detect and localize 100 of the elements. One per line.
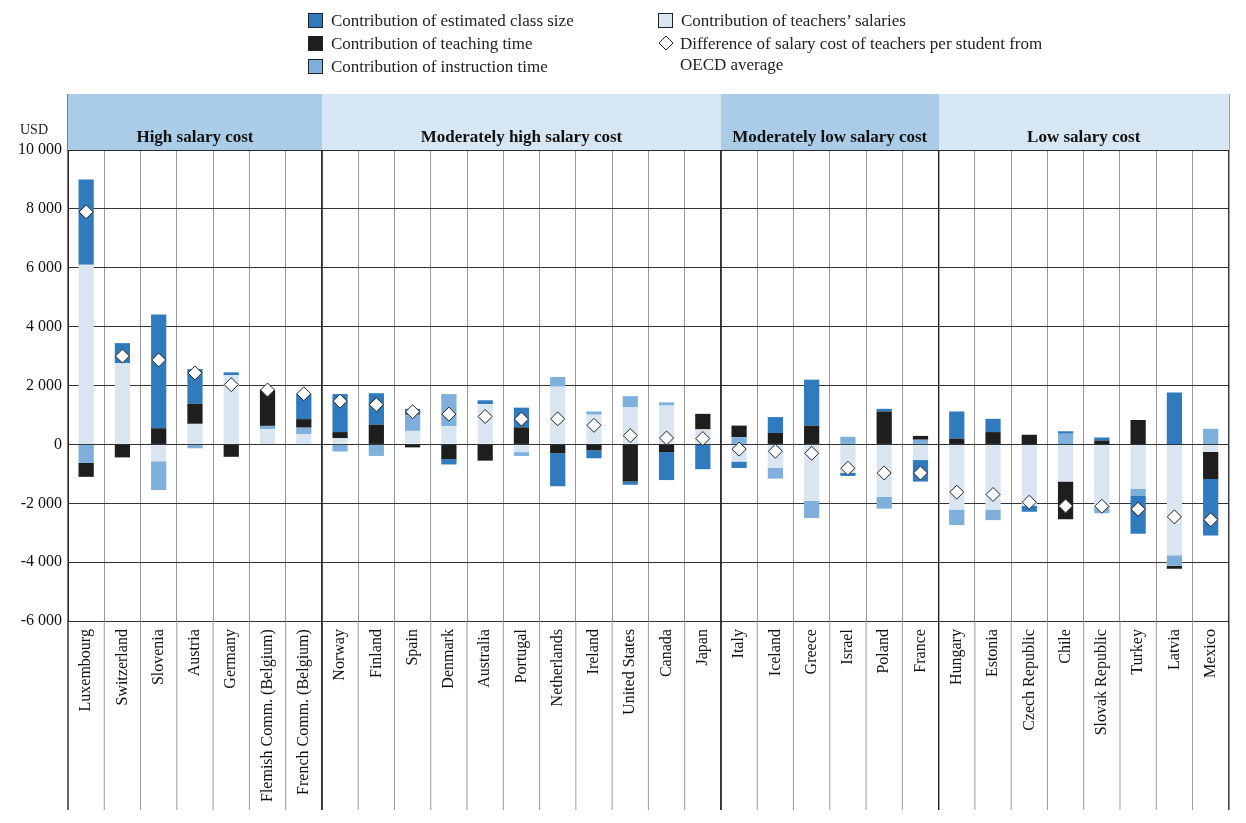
x-tick-label: Germany <box>221 629 240 689</box>
bar <box>223 372 239 376</box>
point <box>332 393 348 409</box>
bar <box>586 444 602 451</box>
bar <box>513 452 530 456</box>
bar <box>658 402 675 406</box>
bar <box>332 438 348 444</box>
legend-label: Contribution of estimated class size <box>331 10 574 31</box>
bar <box>658 452 675 481</box>
bar <box>622 444 638 482</box>
point <box>187 365 203 381</box>
y-tick-label: 10 000 <box>18 140 62 158</box>
bar <box>1057 444 1074 482</box>
point <box>985 487 1001 502</box>
bar <box>259 429 276 444</box>
bar <box>804 500 820 519</box>
point <box>114 348 130 364</box>
y-tick-label: 6 000 <box>26 257 62 275</box>
bar <box>876 496 892 509</box>
bar <box>912 439 929 444</box>
bar <box>912 435 929 440</box>
point <box>550 411 566 427</box>
point <box>260 382 276 398</box>
text: High salary cost <box>136 127 254 146</box>
point <box>949 484 965 500</box>
bar <box>695 413 711 430</box>
bar <box>731 437 747 444</box>
bar <box>949 509 965 526</box>
bar <box>151 314 167 429</box>
bar <box>151 444 167 462</box>
bar <box>985 509 1001 521</box>
point <box>477 408 493 424</box>
bar <box>405 430 421 444</box>
bar <box>441 459 457 465</box>
y-tick-label: 0 <box>54 434 62 452</box>
point <box>659 430 675 446</box>
bar <box>477 400 493 405</box>
x-tick-label: Finland <box>366 629 384 678</box>
x-tick-label: Netherlands <box>547 629 565 707</box>
x-tick-label: Chile <box>1055 629 1073 664</box>
bar <box>550 377 566 387</box>
bar <box>1166 555 1183 566</box>
bar <box>114 444 131 458</box>
x-tick-label: Denmark <box>439 629 457 689</box>
x-tick-label: Mexico <box>1200 629 1218 678</box>
bar <box>151 428 167 444</box>
point <box>1021 494 1037 510</box>
legend-label: Contribution of instruction time <box>331 56 548 77</box>
bar <box>985 418 1001 433</box>
point <box>622 428 638 444</box>
bar <box>1203 452 1219 479</box>
x-tick-label: Norway <box>330 629 349 681</box>
x-tick-label: Slovenia <box>148 629 166 686</box>
bar <box>949 438 965 444</box>
point <box>441 406 457 422</box>
x-tick-label: Iceland <box>765 629 783 677</box>
y-tick-label: -6 000 <box>20 611 62 629</box>
x-tick-label: Canada <box>656 629 674 678</box>
bar <box>1203 444 1219 453</box>
bar <box>550 453 566 487</box>
bar <box>1130 420 1146 444</box>
point <box>876 465 892 481</box>
bar <box>296 427 312 435</box>
x-tick-label: Israel <box>838 628 856 665</box>
y-tick-label: -2 000 <box>20 493 62 511</box>
x-tick-label: Turkey <box>1128 629 1147 675</box>
bar <box>187 444 203 449</box>
point <box>1094 498 1110 514</box>
bar <box>985 432 1001 444</box>
x-tick-label: Portugal <box>511 628 530 684</box>
bar <box>622 481 638 485</box>
bar <box>78 462 94 477</box>
legend-label: Contribution of teachers’ salaries <box>681 10 906 31</box>
bar <box>731 461 747 468</box>
bar <box>1057 433 1074 444</box>
y-tick-label: 8 000 <box>26 199 62 217</box>
bar <box>151 461 167 491</box>
bar <box>1203 428 1219 444</box>
x-tick-label: Switzerland <box>112 629 130 706</box>
bar <box>368 424 384 444</box>
bar <box>767 468 783 479</box>
x-tick-label: Austria <box>185 629 203 677</box>
point <box>840 460 856 476</box>
text: Moderately low salary cost <box>732 127 928 146</box>
point <box>368 397 384 413</box>
bar <box>840 436 856 444</box>
bar <box>368 444 384 456</box>
x-tick-label: France <box>910 629 928 673</box>
bar <box>441 444 457 460</box>
bar <box>259 425 276 430</box>
bar <box>296 434 312 444</box>
y-tick-label: -4 000 <box>20 552 62 570</box>
point <box>767 443 783 459</box>
x-tick-label: Spain <box>402 629 421 666</box>
point <box>78 204 94 220</box>
point <box>586 417 602 433</box>
bar <box>1166 444 1183 556</box>
bar <box>1094 444 1110 506</box>
x-tick-label: Ireland <box>584 629 602 675</box>
bar <box>1166 565 1183 569</box>
